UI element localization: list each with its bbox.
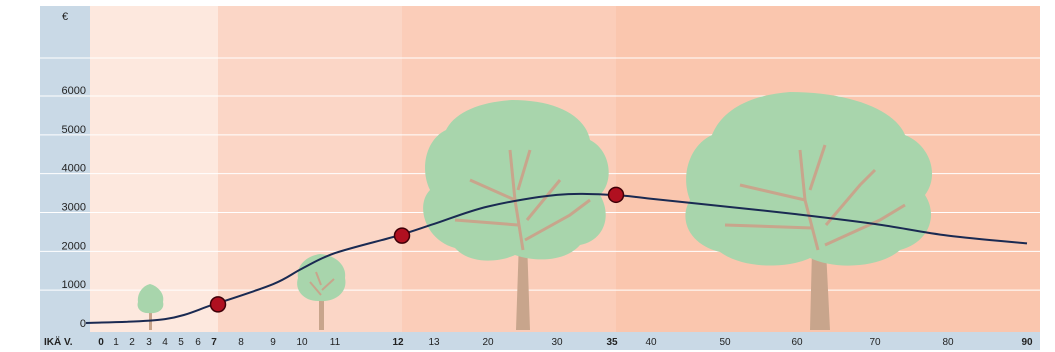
- marker-35: [607, 186, 625, 204]
- x-tick-10: 10: [296, 337, 308, 348]
- markers-group: [209, 186, 625, 313]
- x-tick-90: 90: [1021, 337, 1033, 348]
- tree-old-icon: [685, 92, 933, 330]
- y-tick-0: 0: [80, 318, 86, 330]
- y-tick-4000: 4000: [62, 163, 86, 175]
- x-tick-1: 1: [113, 337, 119, 348]
- x-tick-80: 80: [942, 337, 954, 348]
- x-tick-12: 12: [392, 337, 404, 348]
- marker-7: [209, 296, 227, 313]
- x-tick-40: 40: [645, 337, 657, 348]
- trees: [137, 92, 933, 330]
- x-tick-60: 60: [791, 337, 803, 348]
- x-tick-6: 6: [195, 337, 201, 348]
- x-tick-13: 13: [428, 337, 440, 348]
- x-tick-8: 8: [238, 337, 244, 348]
- x-tick-5: 5: [178, 337, 184, 348]
- x-tick-7: 7: [211, 337, 217, 348]
- x-tick-70: 70: [869, 337, 881, 348]
- x-axis-label: IKÄ V.: [44, 335, 73, 348]
- x-tick-11: 11: [330, 337, 341, 348]
- x-tick-20: 20: [482, 337, 494, 348]
- x-axis-strip: [40, 332, 1040, 350]
- y-axis-ticks: 0 1000 2000 3000 4000 5000 6000: [62, 85, 86, 330]
- y-axis-column: [40, 6, 90, 332]
- x-tick-35: 35: [606, 337, 618, 348]
- y-axis-unit: €: [62, 11, 68, 23]
- y-tick-5000: 5000: [62, 124, 86, 136]
- marker-12: [393, 227, 411, 244]
- x-tick-30: 30: [551, 337, 563, 348]
- y-tick-1000: 1000: [62, 279, 86, 291]
- x-tick-0: 0: [98, 337, 104, 348]
- tree-sapling-icon: [137, 284, 164, 330]
- x-tick-2: 2: [129, 337, 135, 348]
- x-tick-50: 50: [719, 337, 731, 348]
- x-axis-ticks: 0 1 2 3 4 5 6 7 8 9 10 11 12 13 20 30 35 40 50 60 70 80 90: [98, 337, 1033, 348]
- age-band-0: [90, 6, 218, 332]
- y-tick-2000: 2000: [62, 240, 86, 252]
- x-tick-9: 9: [270, 337, 276, 348]
- y-tick-3000: 3000: [62, 202, 86, 214]
- x-tick-3: 3: [146, 337, 152, 348]
- tree-mature-icon: [423, 100, 609, 330]
- x-tick-4: 4: [162, 337, 168, 348]
- y-tick-6000: 6000: [62, 85, 86, 97]
- series-line-0: [85, 192, 1028, 324]
- series-group: [85, 192, 1028, 324]
